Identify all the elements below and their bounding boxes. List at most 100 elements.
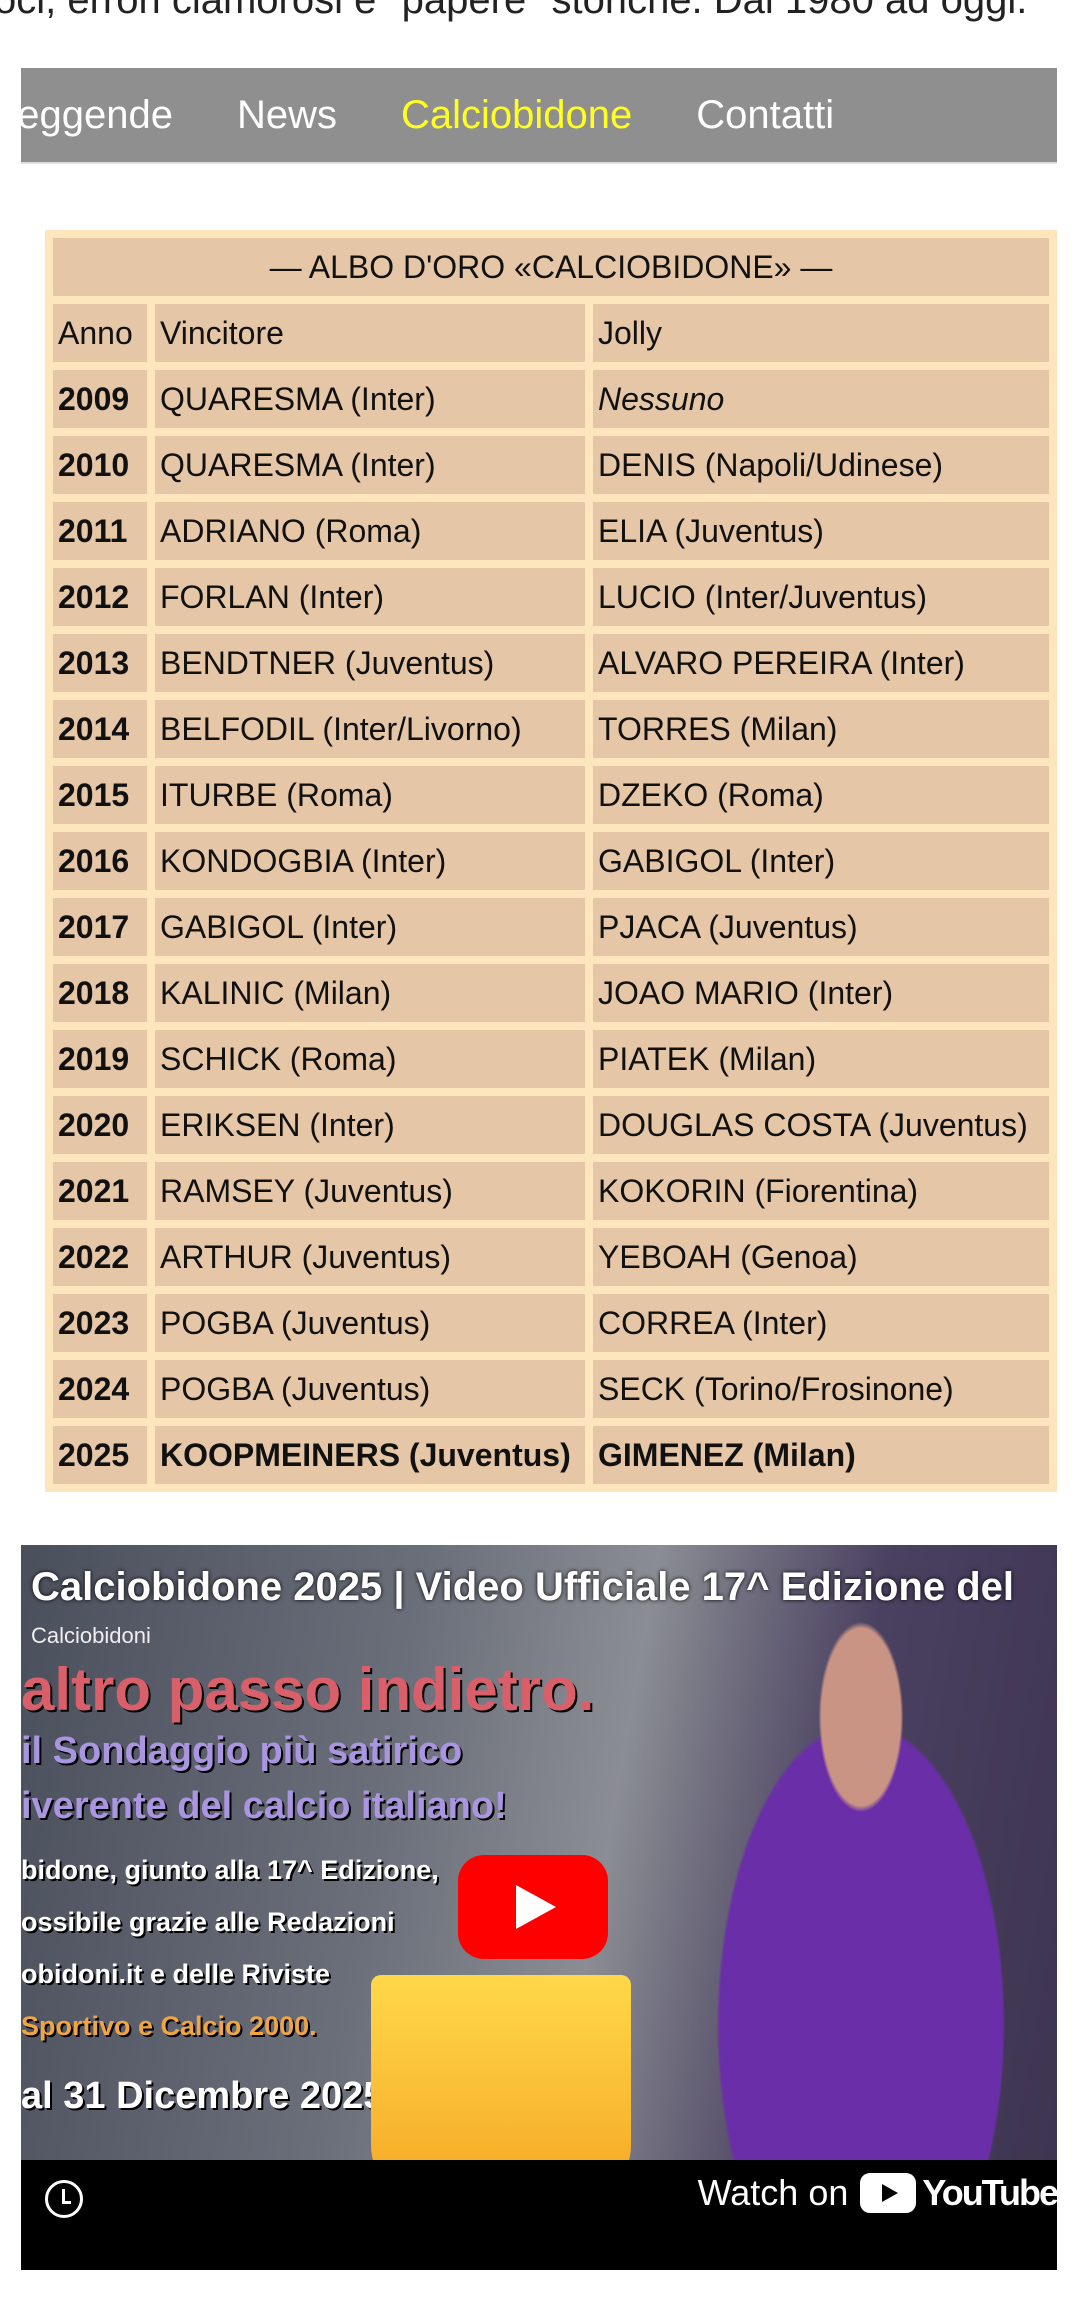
table-row: 2010 QUARESMA (Inter) DENIS (Napoli/Udines… xyxy=(53,436,1049,494)
jolly-cell: GIMENEZ (Milan) xyxy=(593,1426,1049,1484)
year-cell: 2014 xyxy=(53,700,147,758)
table-row: 2013 BENDTNER (Juventus) ALVARO PEREIRA (I… xyxy=(53,634,1049,692)
nav-item-calciobidone[interactable]: Calciobidone xyxy=(401,92,633,137)
year-cell: 2013 xyxy=(53,634,147,692)
year-cell: 2017 xyxy=(53,898,147,956)
year-cell: 2009 xyxy=(53,370,147,428)
youtube-logo-icon xyxy=(860,2173,917,2213)
watch-later-icon[interactable] xyxy=(45,2180,83,2218)
table-row: 2018 KALINIC (Milan) JOAO MARIO (Inter) xyxy=(53,964,1049,1022)
jolly-cell: Nessuno xyxy=(593,370,1049,428)
winner-cell: SCHICK (Roma) xyxy=(155,1030,585,1088)
table-row: 2024 POGBA (Juventus) SECK (Torino/Frosino… xyxy=(53,1360,1049,1418)
jolly-cell: YEBOAH (Genoa) xyxy=(593,1228,1049,1286)
thumbnail-text: ossibile grazie alle Redazioni xyxy=(21,1907,395,1937)
winner-cell: ITURBE (Roma) xyxy=(155,766,585,824)
youtube-label: YouTube xyxy=(922,2172,1057,2213)
year-cell: 2016 xyxy=(53,832,147,890)
youtube-embed[interactable]: altro passo indietro. il Sondaggio più s… xyxy=(21,1545,1057,2270)
table-row: 2009 QUARESMA (Inter) Nessuno xyxy=(53,370,1049,428)
thumbnail-text: bidone, giunto alla 17^ Edizione, xyxy=(21,1855,439,1885)
nav-item-news[interactable]: News xyxy=(236,92,337,137)
winner-cell: ERIKSEN (Inter) xyxy=(155,1096,585,1154)
video-bottom-bar: Watch on YouTube xyxy=(21,2160,1057,2270)
year-cell: 2020 xyxy=(53,1096,147,1154)
table-row: 2025 KOOPMEINERS (Juventus) GIMENEZ (Milan… xyxy=(53,1426,1049,1484)
main-nav: Leggende News Calciobidone Contatti xyxy=(21,68,1057,164)
year-cell: 2015 xyxy=(53,766,147,824)
thumbnail-text: obidoni.it e delle Riviste xyxy=(21,1959,331,1989)
watch-on-label: Watch on xyxy=(697,2172,849,2213)
albo-doro-table: — ALBO D'ORO «CALCIOBIDONE» — Anno Vinci… xyxy=(45,230,1057,1492)
winner-cell: ARTHUR (Juventus) xyxy=(155,1228,585,1286)
table-row: 2020 ERIKSEN (Inter) DOUGLAS COSTA (Juvent… xyxy=(53,1096,1049,1154)
header-anno: Anno xyxy=(53,304,147,362)
table-row: 2014 BELFODIL (Inter/Livorno) TORRES (Mila… xyxy=(53,700,1049,758)
winner-cell: QUARESMA (Inter) xyxy=(155,436,585,494)
play-icon[interactable] xyxy=(458,1855,608,1959)
jolly-cell: DOUGLAS COSTA (Juventus) xyxy=(593,1096,1049,1154)
table-row: 2022 ARTHUR (Juventus) YEBOAH (Genoa) xyxy=(53,1228,1049,1286)
nav-item-leggende[interactable]: Leggende xyxy=(21,92,173,137)
table-row: 2016 KONDOGBIA (Inter) GABIGOL (Inter) xyxy=(53,832,1049,890)
year-cell: 2025 xyxy=(53,1426,147,1484)
header-jolly: Jolly xyxy=(593,304,1049,362)
year-cell: 2011 xyxy=(53,502,147,560)
video-title[interactable]: Calciobidone 2025 | Video Ufficiale 17^ … xyxy=(31,1565,1014,1609)
nav-item-contatti[interactable]: Contatti xyxy=(696,92,835,137)
winner-cell: POGBA (Juventus) xyxy=(155,1360,585,1418)
year-cell: 2021 xyxy=(53,1162,147,1220)
winner-cell: KONDOGBIA (Inter) xyxy=(155,832,585,890)
jolly-cell: JOAO MARIO (Inter) xyxy=(593,964,1049,1022)
video-channel[interactable]: Calciobidoni xyxy=(31,1623,151,1648)
intro-text: oci, errori clamorosi e "papere" storich… xyxy=(0,0,1028,22)
table-header-row: Anno Vincitore Jolly xyxy=(53,304,1049,362)
jolly-cell: DENIS (Napoli/Udinese) xyxy=(593,436,1049,494)
table-row: 2021 RAMSEY (Juventus) KOKORIN (Fiorentina… xyxy=(53,1162,1049,1220)
thumbnail-player-image xyxy=(661,1605,1057,2165)
jolly-cell: SECK (Torino/Frosinone) xyxy=(593,1360,1049,1418)
header-vincitore: Vincitore xyxy=(155,304,585,362)
winner-cell: POGBA (Juventus) xyxy=(155,1294,585,1352)
table-row: 2012 FORLAN (Inter) LUCIO (Inter/Juventus) xyxy=(53,568,1049,626)
jolly-cell: ELIA (Juventus) xyxy=(593,502,1049,560)
table-row: 2019 SCHICK (Roma) PIATEK (Milan) xyxy=(53,1030,1049,1088)
year-cell: 2022 xyxy=(53,1228,147,1286)
jolly-cell: GABIGOL (Inter) xyxy=(593,832,1049,890)
winner-cell: BENDTNER (Juventus) xyxy=(155,634,585,692)
winner-cell: GABIGOL (Inter) xyxy=(155,898,585,956)
table-title-row: — ALBO D'ORO «CALCIOBIDONE» — xyxy=(53,238,1049,296)
thumbnail-text: altro passo indietro. xyxy=(21,1656,595,1723)
winner-cell: ADRIANO (Roma) xyxy=(155,502,585,560)
thumbnail-text: il Sondaggio più satirico xyxy=(21,1730,463,1772)
jolly-cell: KOKORIN (Fiorentina) xyxy=(593,1162,1049,1220)
winner-cell: BELFODIL (Inter/Livorno) xyxy=(155,700,585,758)
jolly-cell: ALVARO PEREIRA (Inter) xyxy=(593,634,1049,692)
winner-cell: KOOPMEINERS (Juventus) xyxy=(155,1426,585,1484)
year-cell: 2024 xyxy=(53,1360,147,1418)
year-cell: 2018 xyxy=(53,964,147,1022)
year-cell: 2023 xyxy=(53,1294,147,1352)
jolly-cell: CORREA (Inter) xyxy=(593,1294,1049,1352)
table-title: — ALBO D'ORO «CALCIOBIDONE» — xyxy=(53,238,1049,296)
watch-on-youtube-button[interactable]: Watch on YouTube xyxy=(698,2172,1057,2214)
table-row: 2015 ITURBE (Roma) DZEKO (Roma) xyxy=(53,766,1049,824)
year-cell: 2010 xyxy=(53,436,147,494)
jolly-cell: TORRES (Milan) xyxy=(593,700,1049,758)
winner-cell: KALINIC (Milan) xyxy=(155,964,585,1022)
thumbnail-text: al 31 Dicembre 2025. xyxy=(21,2075,395,2117)
table-row: 2011 ADRIANO (Roma) ELIA (Juventus) xyxy=(53,502,1049,560)
jolly-cell: DZEKO (Roma) xyxy=(593,766,1049,824)
table-row: 2017 GABIGOL (Inter) PJACA (Juventus) xyxy=(53,898,1049,956)
winner-cell: FORLAN (Inter) xyxy=(155,568,585,626)
year-cell: 2019 xyxy=(53,1030,147,1088)
table-row: 2023 POGBA (Juventus) CORREA (Inter) xyxy=(53,1294,1049,1352)
thumbnail-text: iverente del calcio italiano! xyxy=(21,1785,507,1827)
jolly-cell: PJACA (Juventus) xyxy=(593,898,1049,956)
jolly-cell: PIATEK (Milan) xyxy=(593,1030,1049,1088)
year-cell: 2012 xyxy=(53,568,147,626)
winner-cell: QUARESMA (Inter) xyxy=(155,370,585,428)
jolly-cell: LUCIO (Inter/Juventus) xyxy=(593,568,1049,626)
thumbnail-text: Sportivo e Calcio 2000. xyxy=(21,2011,317,2041)
winner-cell: RAMSEY (Juventus) xyxy=(155,1162,585,1220)
